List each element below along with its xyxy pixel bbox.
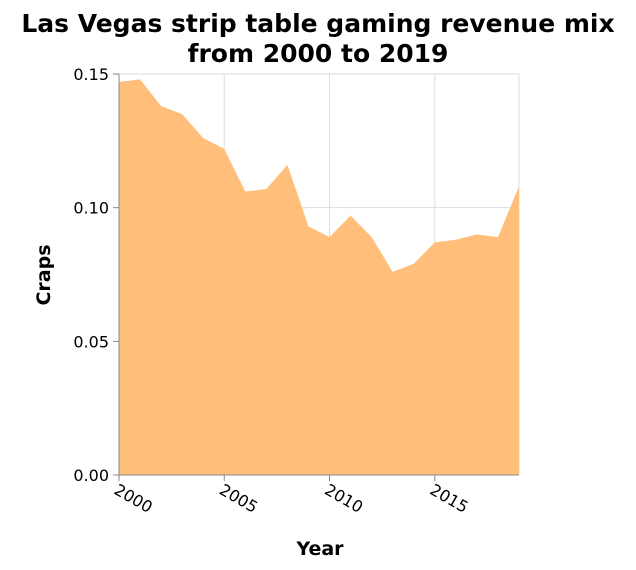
chart-title-line-2: from 2000 to 2019 (188, 39, 449, 68)
y-axis-title: Craps (33, 244, 55, 305)
craps-area (119, 79, 519, 475)
y-tick-label: 0.15 (73, 65, 109, 84)
x-tick-label: 2000 (111, 480, 156, 517)
chart-title-line-1: Las Vegas strip table gaming revenue mix (21, 9, 614, 38)
area-layer (119, 79, 519, 475)
y-tick-label: 0.10 (73, 199, 109, 218)
x-tick-label: 2010 (322, 480, 367, 517)
x-tick-label: 2005 (216, 480, 261, 517)
y-tick-label: 0.05 (73, 332, 109, 351)
x-tick-label: 2015 (427, 480, 472, 517)
axes (113, 73, 519, 481)
y-tick-label: 0.00 (73, 466, 109, 485)
x-axis-title: Year (295, 538, 344, 560)
